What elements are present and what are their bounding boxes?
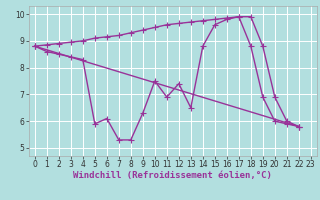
- X-axis label: Windchill (Refroidissement éolien,°C): Windchill (Refroidissement éolien,°C): [73, 171, 272, 180]
